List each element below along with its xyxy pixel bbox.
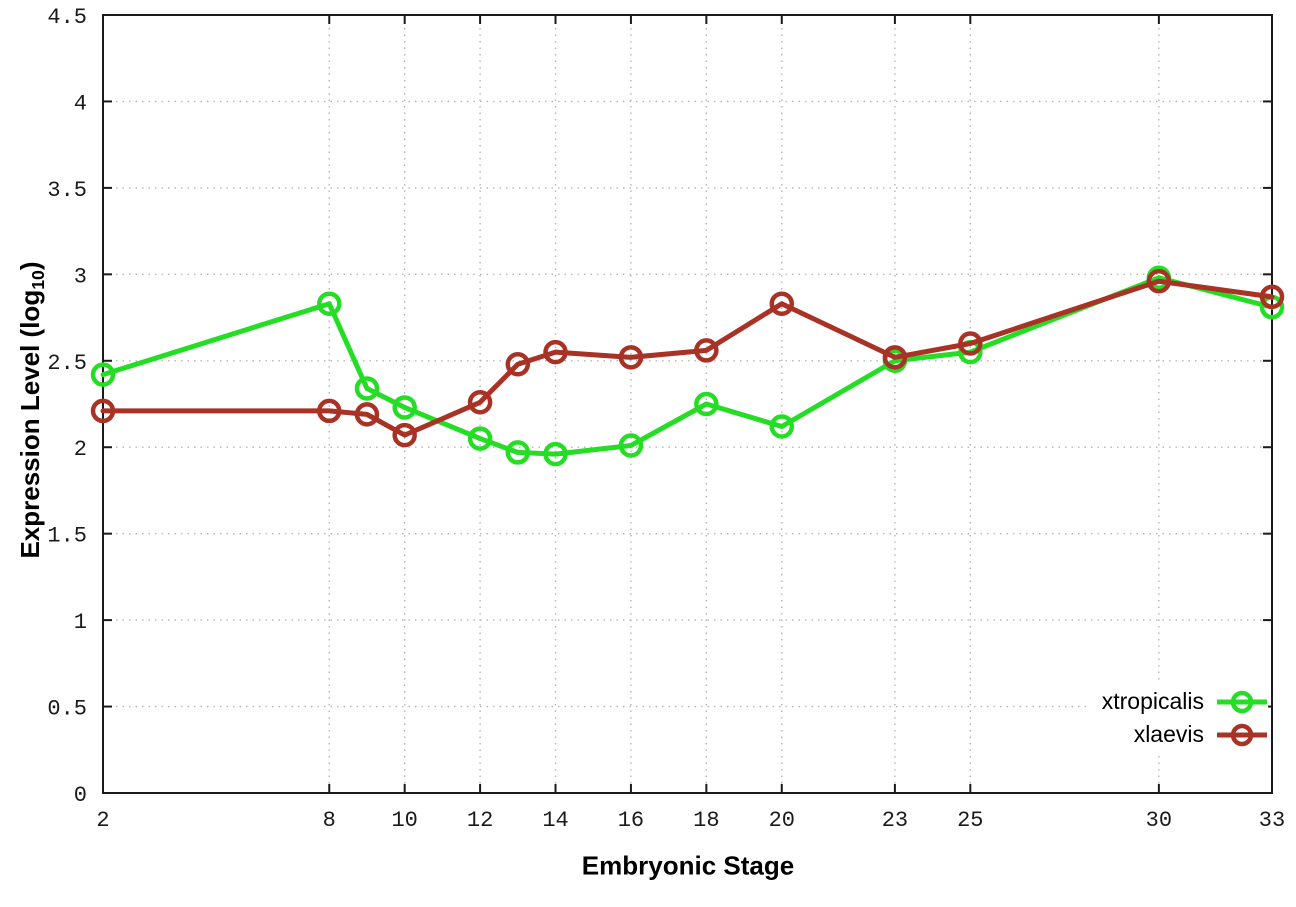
x-tick-label: 20 — [769, 808, 795, 833]
data-point-xtropicalis — [769, 414, 795, 439]
data-point-xlaevis — [354, 402, 380, 427]
data-point-xlaevis — [90, 398, 116, 424]
data-point-xlaevis — [317, 398, 342, 424]
x-axis-title: Embryonic Stage — [581, 850, 795, 881]
data-point-xtropicalis — [90, 362, 116, 387]
y-tick-label: 0 — [74, 783, 87, 808]
plot-border — [102, 14, 1273, 794]
data-point-xtropicalis — [354, 376, 380, 401]
y-axis-title-text: Expression Level (log — [15, 289, 46, 559]
y-axis-title-close: ) — [15, 261, 46, 271]
data-point-xtropicalis — [694, 391, 719, 417]
legend: xtropicalis xlaevis — [1089, 683, 1268, 753]
line-circle-marker-icon — [1217, 690, 1267, 713]
x-tick-label: 8 — [323, 808, 336, 833]
y-tick-label: 1.5 — [47, 524, 87, 549]
data-point-xlaevis — [392, 422, 417, 448]
x-tick-label: 18 — [693, 808, 719, 833]
x-tick-label: 33 — [1259, 808, 1285, 833]
x-tick-label: 16 — [618, 808, 644, 833]
legend-sample-point — [1230, 723, 1254, 746]
x-tick-label: 2 — [96, 808, 109, 833]
x-tick-label: 25 — [957, 808, 983, 833]
data-point-xlaevis — [694, 338, 719, 363]
data-point-xlaevis — [1146, 268, 1172, 294]
data-point-xlaevis — [958, 331, 983, 356]
data-point-xtropicalis — [392, 395, 417, 420]
legend-item-xlaevis: xlaevis — [1134, 718, 1268, 751]
y-tick-label: 2.5 — [47, 351, 87, 376]
y-tick-label: 1 — [74, 610, 87, 635]
data-point-xtropicalis — [505, 440, 531, 465]
data-point-xtropicalis — [317, 291, 342, 316]
series-line-xtropicalis — [100, 275, 1275, 457]
data-point-xlaevis — [769, 291, 795, 316]
y-tick-label: 4.5 — [47, 5, 87, 30]
data-point-xtropicalis — [467, 426, 493, 451]
data-point-xlaevis — [1259, 284, 1285, 310]
legend-item-xtropicalis: xtropicalis — [1102, 685, 1268, 718]
x-tick-label: 10 — [391, 808, 417, 833]
x-tick-label: 14 — [542, 808, 568, 833]
data-point-xlaevis — [882, 345, 908, 370]
y-tick-label: 0.5 — [47, 697, 87, 722]
y-tick-label: 3.5 — [47, 178, 87, 203]
x-tick-label: 12 — [467, 808, 493, 833]
data-point-xtropicalis — [618, 433, 644, 458]
data-point-xlaevis — [467, 390, 493, 415]
data-point-xlaevis — [505, 351, 531, 377]
line-circle-marker-icon — [1217, 723, 1267, 746]
data-point-xlaevis — [543, 339, 568, 365]
y-axis-title: Expression Level (log10) — [15, 261, 49, 558]
x-tick-label: 30 — [1146, 808, 1172, 833]
legend-label-xtropicalis: xtropicalis — [1101, 688, 1204, 714]
series-line-xlaevis — [100, 278, 1275, 438]
y-tick-label: 3 — [74, 264, 87, 289]
data-point-xlaevis — [618, 345, 644, 370]
data-point-xtropicalis — [543, 441, 568, 467]
y-axis-title-subscript: 10 — [27, 270, 48, 290]
legend-label-xlaevis: xlaevis — [1133, 721, 1204, 747]
legend-sample-point — [1230, 690, 1254, 713]
y-tick-label: 2 — [74, 437, 87, 462]
x-tick-label: 23 — [882, 808, 908, 833]
y-tick-label: 4 — [74, 91, 87, 116]
